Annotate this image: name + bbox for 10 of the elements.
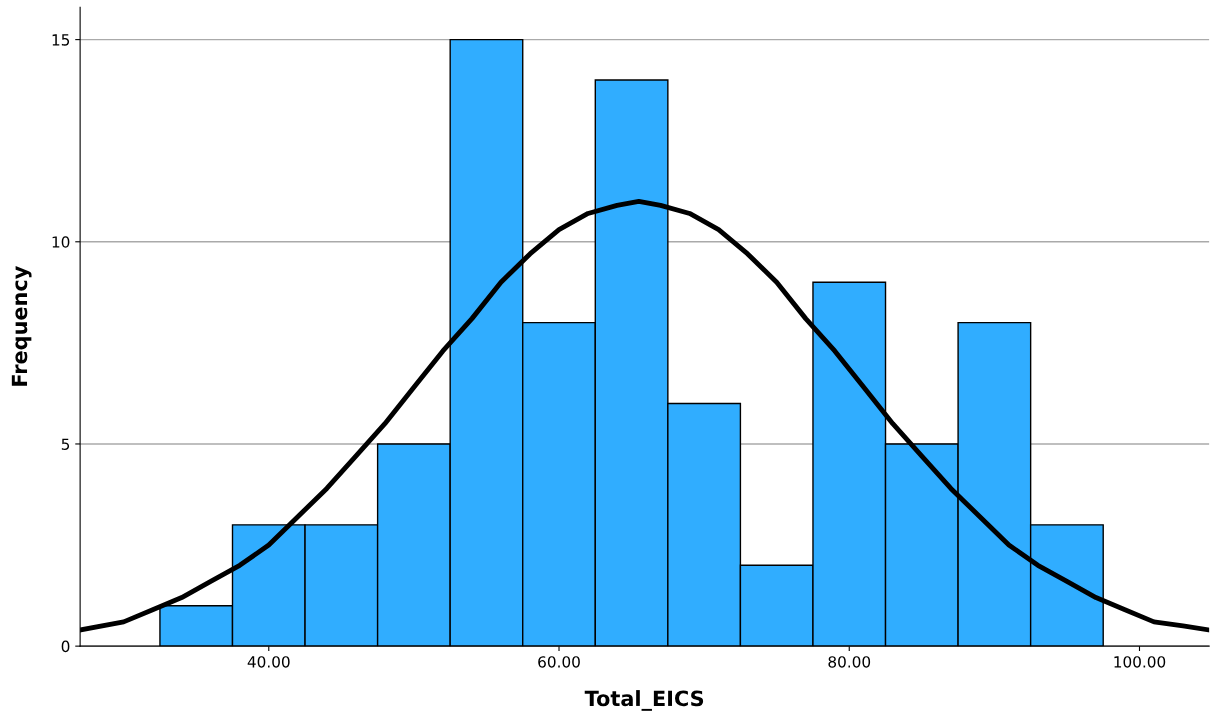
- y-tick-label: 5: [61, 438, 70, 450]
- y-tick-label: 15: [52, 34, 70, 46]
- y-axis-title: Frequency: [11, 266, 32, 386]
- y-tick-label: 0: [61, 640, 70, 653]
- y-tick-label: 10: [52, 236, 70, 248]
- x-tick-label: 80.00: [828, 656, 871, 668]
- x-tick-label: 40.00: [247, 656, 290, 668]
- x-axis-title: Total_EICS: [584, 690, 704, 711]
- x-tick-label: 100.00: [1114, 656, 1166, 668]
- x-tick-label: 60.00: [538, 656, 580, 668]
